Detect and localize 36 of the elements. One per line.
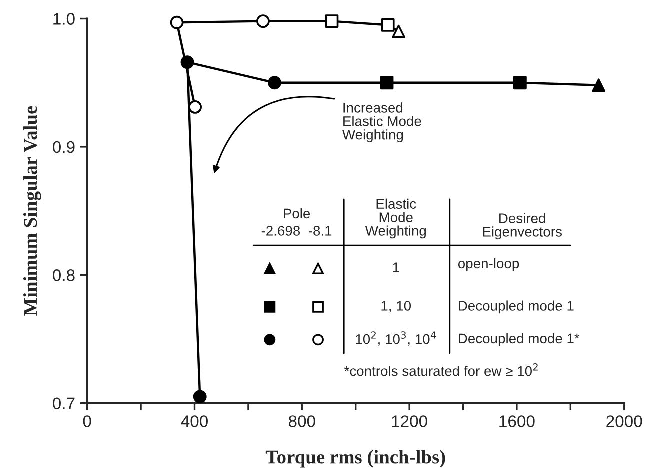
annotation: 1, 10 [382, 301, 412, 313]
annotation: -2.698 -8.1 [262, 226, 332, 236]
y-tick-label: 0.7 [53, 398, 75, 410]
x-axis-title: Torque rms (inch-lbs) [266, 450, 446, 468]
point [592, 78, 606, 92]
y-tick-label: 0.8 [53, 270, 75, 282]
point [381, 18, 395, 32]
point [170, 16, 184, 30]
point [380, 76, 394, 90]
annotation: Decoupled mode 1* [459, 333, 580, 346]
y-tick-label: 1.0 [54, 13, 75, 25]
point [180, 56, 194, 70]
annotation: Pole [284, 208, 310, 219]
x-tick-label: 1600 [500, 416, 535, 428]
point [188, 100, 202, 114]
x-tick-label: 800 [288, 416, 316, 428]
annotation: Elastic Mode Weighting [365, 198, 426, 239]
y-tick-label: 0.9 [53, 141, 75, 154]
point [325, 14, 339, 28]
x-tick-label: 400 [181, 416, 208, 428]
point [513, 76, 527, 90]
x-tick-label: 0 [83, 416, 92, 428]
annotation: Decoupled mode 1 [459, 300, 574, 314]
point [268, 76, 282, 90]
point [193, 390, 207, 404]
annotation: *controls saturated for ew ≥ 10$^{2}$ [344, 364, 538, 376]
point [392, 24, 406, 38]
point [256, 14, 270, 28]
x-tick-label: 2000 [606, 416, 642, 428]
annotation: open-loop [458, 258, 520, 272]
annotation: Increased Elastic Mode Weighting [342, 102, 422, 143]
annotation: 10$^{2}$, 10$^{3}$, 10$^{4}$ [356, 332, 436, 346]
y-axis-title: Minimum Singular Value [23, 106, 42, 316]
x-tick-label: 1200 [392, 416, 428, 428]
annotation: Desired Eigenvectors [483, 213, 562, 240]
annotation: 1 [393, 262, 400, 272]
